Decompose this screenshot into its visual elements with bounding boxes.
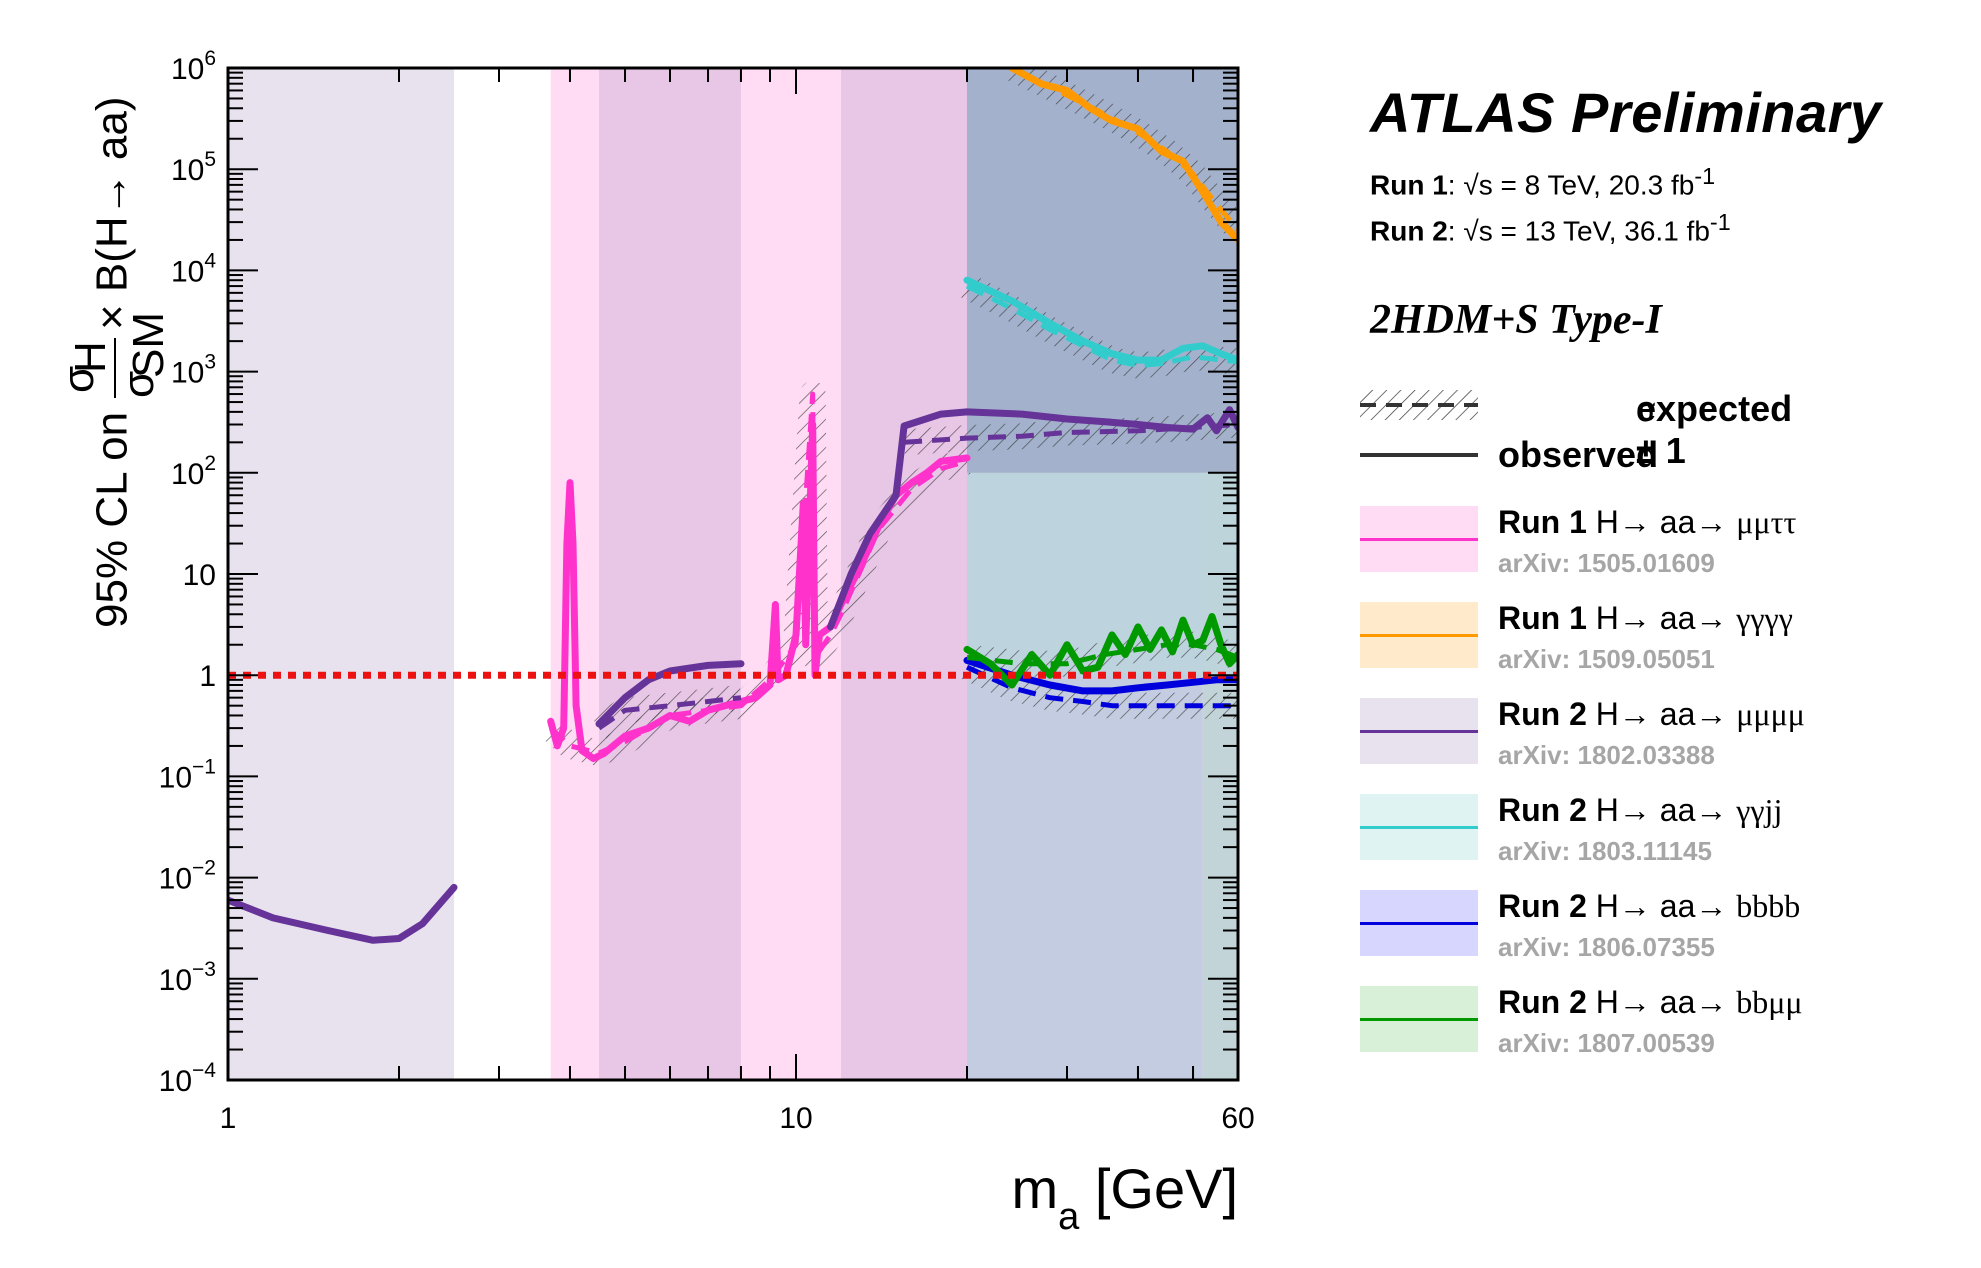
legend-label: Run 2 H→ aa→ bbbb bbox=[1498, 887, 1801, 924]
legend-arxiv: arXiv: 1803.11145 bbox=[1498, 835, 1712, 866]
legend-observed: observed bbox=[1360, 430, 1960, 480]
x-tick-label: 10 bbox=[779, 1102, 812, 1135]
expected-line-4 bbox=[965, 664, 1238, 709]
legend-panel: ATLAS Preliminary Run 1: √s = 8 TeV, 20.… bbox=[1360, 70, 1960, 1070]
limit-plot: 1 10 6010−410−310−210−1110102103104105106 … bbox=[54, 47, 1255, 1238]
legend-label: Run 2 H→ aa→ μμμμ bbox=[1498, 695, 1805, 732]
y-tick-label: 104 bbox=[171, 249, 216, 288]
experiment-title: ATLAS Preliminary bbox=[1370, 81, 1882, 144]
y-axis-label: 95% CL on σ H σ SM × B(H→ aa) bbox=[54, 96, 173, 628]
svg-text:H: H bbox=[66, 341, 115, 373]
legend-expected: expected ± 1 σ bbox=[1360, 380, 1960, 471]
svg-text:σ: σ bbox=[54, 366, 103, 393]
legend-swatch bbox=[1360, 889, 1478, 956]
y-tick-label: 102 bbox=[171, 452, 216, 491]
svg-text:× B(H→ aa): × B(H→ aa) bbox=[88, 96, 137, 330]
x-tick-label: 1 bbox=[220, 1102, 237, 1135]
y-tick-label: 10−2 bbox=[159, 857, 216, 896]
legend-label: Run 2 H→ aa→ γγjj bbox=[1498, 791, 1783, 828]
svg-text:σ: σ bbox=[114, 371, 163, 398]
y-tick-label: 10 bbox=[183, 559, 216, 592]
legend-label: Run 1 H→ aa→ γγγγ bbox=[1498, 599, 1793, 636]
run2-info: Run 2: √s = 13 TeV, 36.1 fb-1 bbox=[1370, 209, 1731, 247]
y-tick-label: 10−4 bbox=[159, 1059, 217, 1098]
expected-swatch bbox=[1360, 389, 1478, 420]
legend-arxiv: arXiv: 1802.03388 bbox=[1498, 739, 1715, 770]
svg-text:SM: SM bbox=[124, 312, 173, 378]
y-tick-label: 10−3 bbox=[159, 958, 216, 997]
observed-line-4 bbox=[963, 656, 1238, 695]
legend-label: Run 1 H→ aa→ μμττ bbox=[1498, 503, 1797, 540]
observed-line-1 bbox=[1008, 68, 1238, 244]
observed-line-2 bbox=[228, 406, 1238, 944]
excluded-region-7 bbox=[966, 68, 1238, 473]
y-tick-label: 105 bbox=[171, 148, 216, 187]
legend-entry-5: Run 2 H→ aa→ bbbb arXiv: 1806.07355 bbox=[1360, 878, 1960, 974]
x-axis-label: ma [GeV] bbox=[1011, 1157, 1238, 1238]
legend-entry-6: Run 2 H→ aa→ bbμμ arXiv: 1807.00539 bbox=[1360, 974, 1960, 1070]
legend-entry-2: Run 1 H→ aa→ γγγγ arXiv: 1509.05051 bbox=[1360, 590, 1960, 686]
legend-swatch bbox=[1360, 793, 1478, 860]
observed-line-3 bbox=[963, 276, 1238, 364]
observed-line-5 bbox=[963, 613, 1238, 689]
legend-arxiv: arXiv: 1509.05051 bbox=[1498, 643, 1715, 674]
legend-entry-4: Run 2 H→ aa→ γγjj arXiv: 1803.11145 bbox=[1360, 782, 1960, 878]
observed-swatch bbox=[1360, 452, 1478, 457]
expected-line-3 bbox=[965, 283, 1238, 368]
excluded-region-2 bbox=[599, 68, 741, 1080]
legend-swatch bbox=[1360, 985, 1478, 1052]
svg-text:95% CL on: 95% CL on bbox=[88, 412, 137, 628]
chart-area: 1 10 60 10−4 10−3 10−2 10−1 1 10 102 103 104 105 106 … bbox=[54, 47, 1255, 1238]
legend-arxiv: arXiv: 1806.07355 bbox=[1498, 931, 1715, 962]
observed-line-0 bbox=[547, 421, 971, 763]
legend-swatch bbox=[1360, 697, 1478, 764]
run1-info: Run 1: √s = 8 TeV, 20.3 fb-1 bbox=[1370, 163, 1716, 201]
legend-entry-1: Run 1 H→ aa→ μμττ arXiv: 1505.01609 bbox=[1360, 494, 1960, 590]
legend-label: Run 2 H→ aa→ bbμμ bbox=[1498, 983, 1803, 1020]
legend-swatch bbox=[1360, 505, 1478, 572]
y-tick-label: 10−1 bbox=[159, 755, 216, 794]
model-title: 2HDM+S Type-I bbox=[1370, 296, 1662, 343]
x-tick-label: 60 bbox=[1221, 1102, 1254, 1135]
y-tick-label: 106 bbox=[171, 47, 216, 86]
legend-arxiv: arXiv: 1807.00539 bbox=[1498, 1027, 1715, 1058]
y-tick-label: 1 bbox=[199, 660, 216, 693]
legend-swatch bbox=[1360, 601, 1478, 668]
y-tick-label: 103 bbox=[171, 351, 216, 390]
legend-arxiv: arXiv: 1505.01609 bbox=[1498, 547, 1715, 578]
legend-entry-3: Run 2 H→ aa→ μμμμ arXiv: 1802.03388 bbox=[1360, 686, 1960, 782]
